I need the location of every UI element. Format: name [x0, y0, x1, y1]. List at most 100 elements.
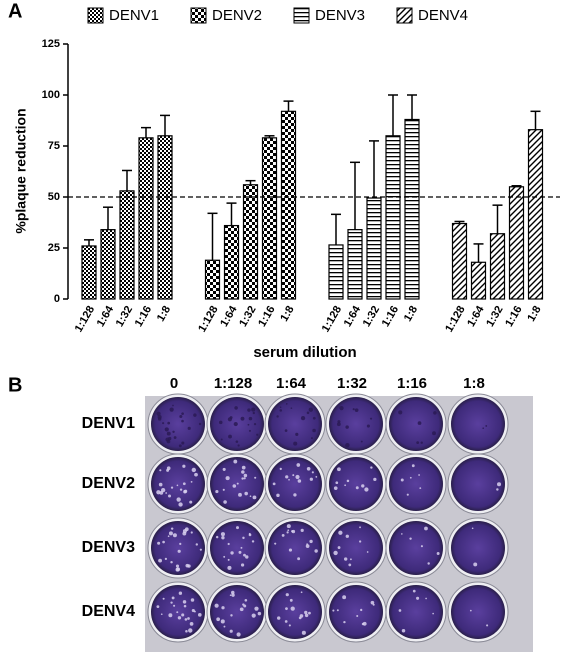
bar	[81, 245, 97, 300]
plaque	[193, 610, 196, 613]
well	[389, 521, 443, 575]
x-tick-label: 1:32	[114, 304, 135, 329]
plaque	[172, 533, 177, 538]
plaque	[162, 540, 165, 544]
plaque	[350, 558, 352, 561]
plaque	[195, 543, 198, 546]
plaque	[293, 441, 298, 446]
plaque	[339, 406, 344, 411]
plaque	[345, 534, 349, 538]
plaque	[189, 622, 194, 626]
plaque	[398, 410, 403, 415]
plaque	[420, 441, 423, 444]
plaque	[416, 596, 420, 600]
plaque	[190, 480, 193, 483]
plaque	[243, 604, 247, 608]
plaque	[288, 624, 291, 627]
plaque	[338, 530, 343, 535]
plaque	[254, 476, 257, 479]
plaque	[473, 562, 478, 567]
plaque	[285, 593, 289, 597]
plaque	[168, 494, 172, 498]
plaque	[344, 484, 347, 487]
plaque	[177, 616, 182, 620]
y-tick-label: 25	[48, 242, 60, 254]
well	[268, 457, 322, 511]
plaque	[156, 605, 160, 609]
plaque	[158, 558, 162, 563]
plaque	[288, 548, 293, 552]
plaque	[182, 529, 187, 534]
plaque	[304, 610, 308, 615]
well	[151, 457, 205, 511]
plaque	[300, 528, 304, 533]
plaque	[398, 609, 402, 612]
plaque	[193, 413, 197, 417]
bar	[119, 190, 135, 300]
plaque	[366, 551, 369, 553]
well	[210, 585, 264, 639]
plaque	[299, 614, 304, 618]
plaque	[471, 527, 474, 530]
plaque	[284, 429, 288, 433]
legend-swatch	[396, 7, 413, 24]
y-axis-label: %plaque reduction	[13, 108, 29, 233]
plaque	[348, 563, 352, 567]
plaque	[251, 540, 255, 543]
well	[389, 585, 443, 639]
plaque	[227, 542, 230, 546]
plaque	[236, 632, 241, 637]
column-header: 1:32	[337, 375, 367, 392]
plaque	[432, 431, 436, 436]
well	[329, 521, 383, 575]
plaque	[310, 437, 313, 440]
bar	[223, 224, 240, 300]
plaque	[276, 415, 279, 418]
plaque	[284, 620, 288, 623]
plaque	[231, 593, 235, 597]
x-tick-label: 1:128	[320, 304, 344, 334]
plaque	[279, 406, 282, 409]
plaque	[235, 440, 239, 443]
plaque	[161, 487, 166, 493]
plaque	[190, 531, 193, 534]
plaque	[170, 527, 174, 530]
plaque	[214, 603, 219, 608]
plaque	[232, 484, 237, 488]
bar	[470, 261, 487, 300]
plaque	[257, 611, 262, 616]
plaque	[333, 550, 338, 556]
column-header: 1:64	[276, 375, 307, 392]
plaque	[240, 416, 245, 421]
x-tick-label: 1:128	[443, 304, 467, 334]
plaque	[162, 597, 165, 600]
well	[389, 397, 443, 451]
plaque	[369, 417, 373, 420]
plaque	[306, 411, 310, 415]
plaque	[314, 549, 318, 553]
plaque	[230, 614, 233, 617]
plaque	[240, 546, 243, 549]
well	[389, 457, 443, 511]
bar	[242, 184, 259, 300]
legend-swatch	[87, 7, 104, 24]
plaque	[401, 533, 403, 535]
bar	[100, 229, 116, 300]
plaque	[165, 492, 168, 494]
plaque	[167, 421, 171, 425]
plaque	[164, 557, 168, 560]
plaque	[190, 598, 195, 602]
plaque	[277, 616, 281, 620]
plaque	[287, 529, 290, 532]
plaque	[337, 420, 341, 424]
plaque	[177, 549, 181, 553]
plaque	[178, 591, 183, 595]
plaque	[425, 597, 427, 600]
x-tick-label: 1:32	[237, 304, 258, 329]
plaque	[221, 536, 225, 540]
plaque	[243, 553, 246, 557]
plaque	[400, 478, 404, 482]
plaque	[173, 604, 176, 607]
plaque	[427, 562, 430, 565]
